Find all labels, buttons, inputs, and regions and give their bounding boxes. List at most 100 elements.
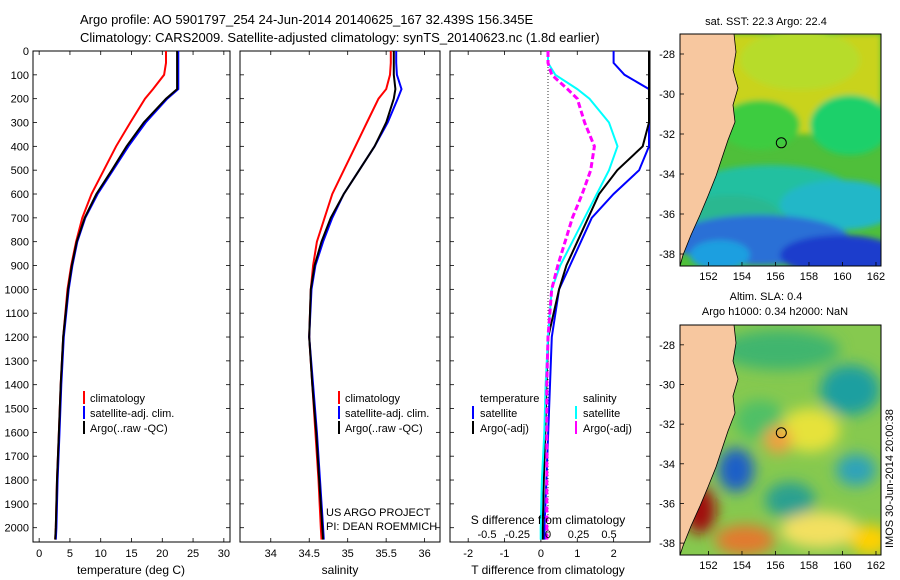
- depth-tick-label: 1500: [5, 404, 29, 416]
- x-tick-label: 10: [95, 548, 107, 560]
- map-x-tick-label: 158: [800, 271, 818, 283]
- x-tick-label: 30: [218, 548, 230, 560]
- legend-s-argo: Argo(-adj): [583, 423, 632, 435]
- temperature-legend: climatology satellite-adj. clim. Argo(..…: [83, 391, 174, 435]
- depth-tick-label: 0: [23, 46, 29, 58]
- salinity-depth-ticks: [240, 50, 440, 529]
- sst-map-ticks: 152 154 156 158 160 162 -28 -30 -32 -34 -36 -38: [659, 49, 885, 283]
- difference-xlabel-top: S difference from climatology: [471, 513, 626, 527]
- depth-tick-label: 1600: [5, 427, 29, 439]
- temperature-lines: [54, 51, 180, 540]
- depth-tick-label: 1700: [5, 451, 29, 463]
- depth-axis: 0 100 200 300 400 500 600 700 800 900 1000 1100 1200…: [5, 46, 230, 535]
- difference-depth-ticks: [450, 50, 650, 529]
- legend-climatology: climatology: [90, 393, 146, 405]
- temperature-xlabel: temperature (deg C): [77, 563, 185, 577]
- credit-pi: PI: DEAN ROEMMICH: [326, 521, 437, 533]
- map-y-tick-label: -36: [659, 498, 675, 510]
- legend-argo: Argo(..raw -QC): [90, 423, 168, 435]
- map-x-tick-label: 152: [699, 560, 717, 572]
- map-x-tick-label: 162: [867, 271, 885, 283]
- map-x-tick-label: 154: [733, 560, 751, 572]
- depth-tick-label: 200: [11, 94, 29, 106]
- figure-subtitle: Climatology: CARS2009. Satellite-adjuste…: [80, 30, 600, 45]
- salinity-panel: 34 34.5 35 35.5 36 salinity climatology sate…: [239, 50, 441, 577]
- x-tick-label: 35.5: [375, 548, 396, 560]
- x-tick-label: 35: [342, 548, 354, 560]
- legend-satellite: satellite-adj. clim.: [345, 408, 429, 420]
- map-x-tick-label: 160: [833, 560, 851, 572]
- legend-satellite: satellite-adj. clim.: [90, 408, 174, 420]
- map-y-tick-label: -38: [659, 538, 675, 550]
- profile-line-argo-raw-qc-: [308, 51, 397, 540]
- sla-map-panel: Altim. SLA: 0.4 Argo h1000: 0.34 h2000: …: [659, 291, 885, 572]
- temperature-axis: 0 5 10 15 20 25 30: [36, 51, 230, 560]
- depth-tick-label: 1100: [5, 308, 29, 320]
- map-x-tick-label: 152: [699, 271, 717, 283]
- map-y-tick-label: -36: [659, 209, 675, 221]
- sst-map-title: sat. SST: 22.3 Argo: 22.4: [705, 16, 827, 28]
- legend-t-satellite: satellite: [480, 408, 517, 420]
- x-tick-label: -2: [463, 548, 473, 560]
- profile-line-argo-raw-qc-: [54, 51, 179, 540]
- depth-tick-label: 800: [11, 237, 29, 249]
- map-x-tick-label: 156: [766, 560, 784, 572]
- depth-tick-label: 1300: [5, 356, 29, 368]
- map-x-tick-label: 162: [867, 560, 885, 572]
- x-tick-label: 5: [67, 548, 73, 560]
- map-y-tick-label: -28: [659, 49, 675, 61]
- map-x-tick-label: 156: [766, 271, 784, 283]
- depth-tick-label: 500: [11, 165, 29, 177]
- difference-axis: -2 -1 0 1 2: [463, 51, 617, 560]
- difference-panel: -2 -1 0 1 2 T difference from climatology S …: [449, 50, 651, 577]
- s-tick-label: 0.25: [568, 529, 589, 541]
- legend-argo: Argo(..raw -QC): [345, 423, 423, 435]
- depth-tick-label: 400: [11, 141, 29, 153]
- depth-tick-label: 1900: [5, 499, 29, 511]
- map-y-tick-label: -28: [659, 340, 675, 352]
- figure-title: Argo profile: AO 5901797_254 24-Jun-2014…: [80, 12, 534, 27]
- sla-map-ticks: 152 154 156 158 160 162 -28 -30 -32 -34 -36 -38: [659, 340, 885, 572]
- depth-tick-label: 1200: [5, 332, 29, 344]
- map-y-tick-label: -38: [659, 249, 675, 261]
- sst-map-frame: [679, 33, 882, 267]
- temperature-axes-frame: [32, 50, 231, 543]
- difference-xlabel-bottom: T difference from climatology: [471, 563, 625, 577]
- x-tick-label: 20: [156, 548, 168, 560]
- map-x-tick-label: 160: [833, 271, 851, 283]
- legend-s-satellite: satellite: [583, 408, 620, 420]
- depth-tick-label: 1400: [5, 380, 29, 392]
- legend-title-salinity: salinity: [583, 393, 617, 405]
- map-x-tick-label: 158: [800, 560, 818, 572]
- sla-map-title-1: Altim. SLA: 0.4: [730, 291, 803, 303]
- sla-argo-marker: [775, 427, 787, 439]
- depth-tick-label: 1800: [5, 475, 29, 487]
- map-y-tick-label: -32: [659, 419, 675, 431]
- legend-title-temperature: temperature: [480, 393, 539, 405]
- x-tick-label: 2: [611, 548, 617, 560]
- sla-map-frame: [679, 324, 882, 556]
- map-y-tick-label: -34: [659, 169, 675, 181]
- salinity-axes-frame: [239, 50, 441, 543]
- credit-project: US ARGO PROJECT: [326, 507, 431, 519]
- s-tick-label: 0: [545, 529, 551, 541]
- x-tick-label: 36: [418, 548, 430, 560]
- x-tick-label: -1: [500, 548, 510, 560]
- sst-field: [680, 34, 881, 266]
- x-tick-label: 34: [265, 548, 277, 560]
- s-tick-label: -0.5: [478, 529, 497, 541]
- sla-map-title-2: Argo h1000: 0.34 h2000: NaN: [702, 306, 848, 318]
- map-y-tick-label: -32: [659, 129, 675, 141]
- sla-land: [680, 325, 739, 555]
- x-tick-label: 15: [125, 548, 137, 560]
- salinity-legend: climatology satellite-adj. clim. Argo(..…: [338, 391, 429, 435]
- difference-legend: temperature salinity satellite Argo(-adj…: [472, 393, 632, 435]
- map-y-tick-label: -30: [659, 379, 675, 391]
- salinity-axis: 34 34.5 35 35.5 36: [265, 51, 431, 560]
- profile-line-salinity-argo-adj-: [545, 51, 596, 540]
- x-tick-label: 34.5: [299, 548, 320, 560]
- temperature-panel: 0100200300400500600700800900100011001200…: [5, 46, 231, 577]
- depth-tick-label: 700: [11, 213, 29, 225]
- depth-tick-label: 2000: [5, 523, 29, 535]
- x-tick-label: 25: [187, 548, 199, 560]
